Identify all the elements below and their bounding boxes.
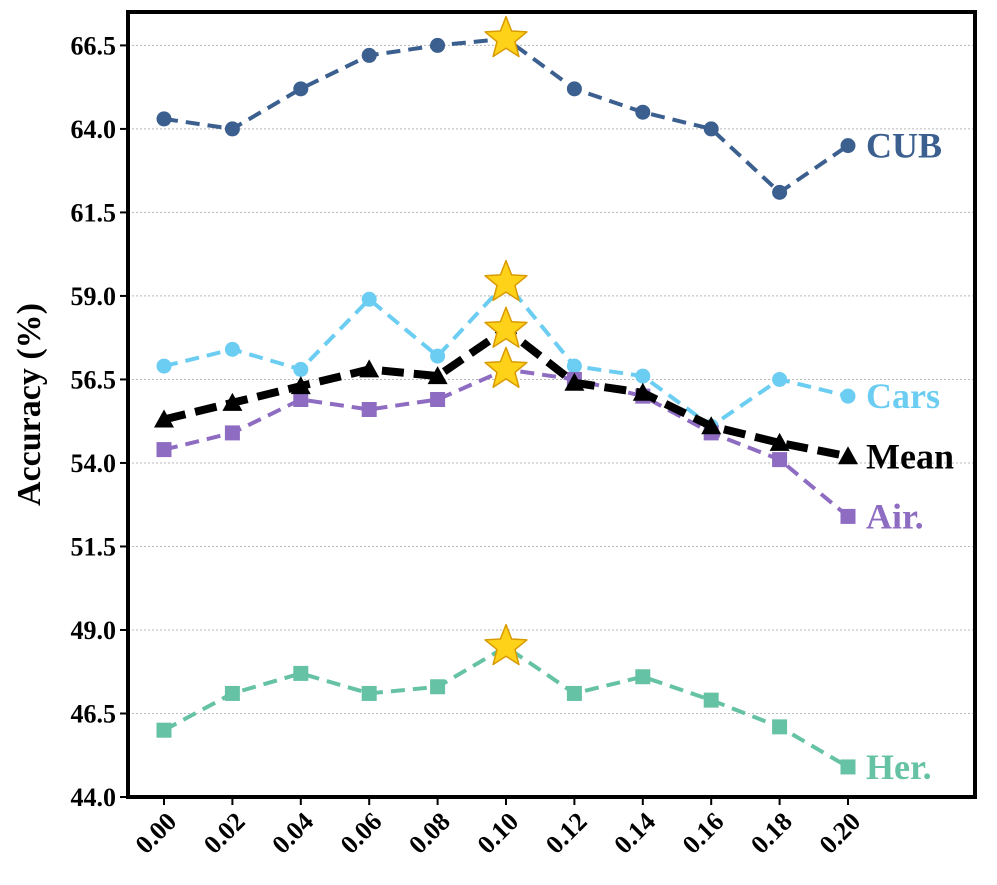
- x-tick-label: 0.06: [335, 807, 388, 860]
- y-tick-label: 56.5: [71, 365, 117, 394]
- data-point: [564, 372, 585, 391]
- y-tick-label: 66.5: [71, 31, 117, 60]
- data-point: [156, 722, 172, 738]
- data-point: [427, 366, 448, 385]
- y-tick-label: 61.5: [71, 198, 117, 227]
- x-tick-label: 0.12: [540, 807, 593, 860]
- data-point: [566, 685, 582, 701]
- best-point-star: [484, 15, 528, 58]
- series-her: [156, 644, 856, 775]
- data-point: [772, 719, 788, 735]
- data-point: [293, 361, 309, 377]
- data-point: [840, 508, 856, 524]
- y-tick-label: 54.0: [71, 449, 117, 478]
- data-point: [293, 391, 309, 407]
- data-point: [156, 442, 172, 458]
- x-axis: 0.00 0.02 0.04 0.06 0.08 0.10 0.12 0.14 0.16 0.18…: [130, 797, 867, 860]
- data-point: [224, 121, 240, 137]
- data-point: [290, 376, 311, 395]
- data-point: [222, 392, 243, 411]
- series-label-cars: Cars: [866, 376, 940, 416]
- data-point: [361, 402, 377, 418]
- data-point: [156, 111, 172, 127]
- data-point: [224, 425, 240, 441]
- series-label-mean: Mean: [866, 436, 954, 476]
- best-point-star: [484, 306, 528, 348]
- data-point: [361, 685, 377, 701]
- y-tick-label: 46.5: [71, 699, 117, 728]
- data-point: [566, 358, 582, 374]
- data-point: [293, 665, 309, 681]
- series-label-her: Her.: [866, 747, 932, 787]
- best-point-star: [484, 259, 528, 302]
- data-point: [772, 371, 788, 387]
- series-line: [163, 644, 850, 769]
- data-point: [772, 184, 788, 200]
- data-point: [701, 416, 722, 435]
- y-axis-title: Accuracy (%): [11, 303, 48, 506]
- data-point: [703, 692, 719, 708]
- y-tick-label: 59.0: [71, 282, 117, 311]
- best-point-star: [484, 346, 528, 388]
- x-tick-label: 0.08: [403, 807, 456, 860]
- y-tick-label: 49.0: [71, 616, 117, 645]
- series-layer: [154, 15, 858, 775]
- x-tick-label: 0.04: [266, 807, 319, 860]
- data-point: [293, 81, 309, 97]
- series-cub: [156, 36, 856, 200]
- data-point: [430, 679, 446, 695]
- x-tick-label: 0.18: [745, 807, 798, 860]
- data-point: [703, 121, 719, 137]
- data-point: [840, 388, 856, 404]
- x-tick-label: 0.14: [608, 807, 661, 860]
- y-tick-label: 51.5: [71, 532, 117, 561]
- x-tick-label: 0.20: [814, 807, 867, 860]
- data-point: [769, 432, 790, 451]
- series-labels: CUB Cars Air. Mean Her.: [866, 126, 954, 787]
- data-point: [838, 446, 858, 465]
- data-point: [566, 81, 582, 97]
- data-point: [430, 391, 446, 407]
- data-point: [635, 104, 651, 120]
- y-tick-label: 64.0: [71, 115, 117, 144]
- data-point: [154, 409, 174, 428]
- series-label-cub: CUB: [866, 126, 942, 166]
- data-point: [361, 291, 377, 307]
- data-point: [224, 341, 240, 357]
- x-tick-label: 0.10: [472, 807, 525, 860]
- y-axis: 44.0 46.5 49.0 51.5 54.0 56.5 59.0 61.5 64.0 66.5: [71, 31, 128, 812]
- data-point: [156, 358, 172, 374]
- data-point: [430, 348, 446, 364]
- x-tick-label: 0.16: [677, 807, 730, 860]
- data-point: [361, 47, 377, 63]
- series-label-air: Air.: [866, 496, 924, 536]
- y-tick-label: 44.0: [71, 783, 117, 812]
- best-point-star: [484, 623, 528, 666]
- plot-frame: [126, 10, 977, 799]
- data-point: [632, 382, 653, 401]
- x-tick-label: 0.00: [130, 807, 183, 860]
- data-point: [840, 759, 856, 775]
- data-point: [224, 685, 240, 701]
- data-point: [635, 669, 651, 685]
- x-tick-label: 0.02: [198, 807, 251, 860]
- data-point: [635, 368, 651, 384]
- data-point: [430, 37, 446, 53]
- grid-layer: [128, 44, 975, 714]
- series-line: [163, 36, 850, 195]
- data-point: [840, 138, 856, 154]
- data-point: [772, 452, 788, 468]
- data-point: [359, 359, 380, 378]
